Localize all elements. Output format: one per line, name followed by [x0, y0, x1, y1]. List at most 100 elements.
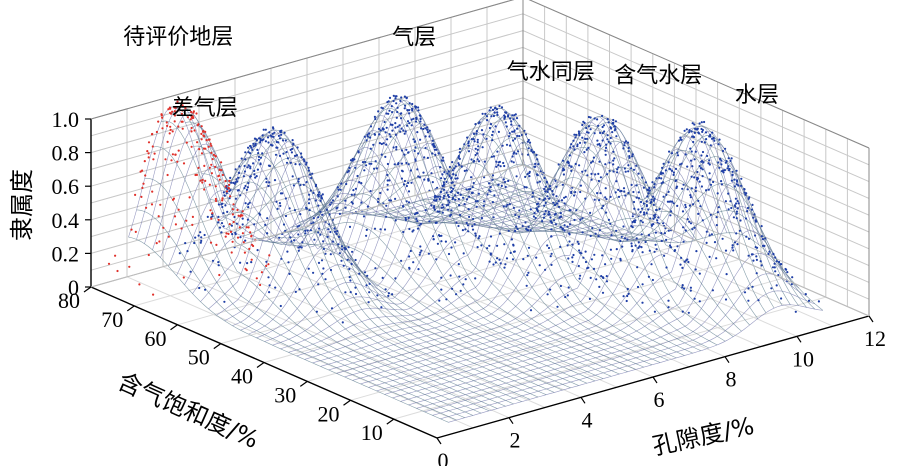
scatter-point: [538, 264, 541, 267]
grid-line: [90, 80, 524, 204]
scatter-point: [439, 190, 442, 193]
scatter-point: [365, 228, 368, 231]
surface-line: [193, 145, 514, 405]
scatter-point: [255, 175, 258, 178]
axes-box: [90, 0, 870, 439]
scatter-point: [438, 234, 441, 238]
scatter-point: [292, 143, 295, 146]
scatter-point: [590, 258, 594, 261]
scatter-point: [644, 240, 647, 244]
scatter-point: [548, 197, 551, 200]
scatter-point: [655, 248, 658, 251]
scatter-point: [407, 216, 410, 219]
scatter-point: [727, 165, 730, 168]
scatter-point: [385, 143, 388, 146]
scatter-point: [210, 151, 213, 154]
scatter-point: [419, 245, 422, 248]
scatter-point: [201, 178, 204, 181]
scatter-point: [724, 249, 728, 252]
scatter-point: [260, 271, 263, 274]
scatter-point: [443, 171, 446, 174]
scatter-point: [726, 167, 729, 170]
scatter-point: [232, 181, 235, 184]
scatter-point: [134, 230, 137, 233]
scatter-point: [303, 160, 306, 163]
scatter-point: [220, 169, 223, 172]
y-tick-label: 80: [58, 288, 80, 313]
scatter-point: [489, 252, 492, 255]
scatter-point: [561, 183, 564, 186]
scatter-point: [513, 137, 517, 140]
scatter-point: [669, 200, 672, 203]
scatter-point: [271, 132, 274, 135]
scatter-point: [712, 180, 715, 184]
scatter-point: [171, 110, 174, 113]
scatter-point: [637, 191, 640, 194]
scatter-point: [491, 108, 495, 111]
scatter-point: [221, 202, 224, 205]
scatter-point: [510, 123, 513, 126]
scatter-point: [292, 184, 295, 187]
scatter-point: [353, 193, 356, 196]
scatter-point: [689, 286, 693, 289]
scatter-point: [543, 204, 546, 207]
scatter-point: [217, 218, 220, 221]
scatter-point: [701, 175, 704, 178]
scatter-point: [451, 287, 454, 290]
scatter-point: [550, 263, 553, 266]
scatter-point: [384, 288, 387, 291]
scatter-point: [351, 157, 354, 161]
scatter-point: [317, 216, 320, 219]
scatter-point: [407, 151, 410, 154]
scatter-point: [606, 173, 609, 176]
scatter-point: [373, 133, 376, 136]
scatter-point: [448, 201, 451, 204]
scatter-point: [588, 297, 592, 300]
scatter-point: [505, 257, 509, 260]
scatter-point: [652, 223, 655, 226]
scatter-point: [229, 195, 232, 198]
scatter-point: [173, 110, 176, 113]
scatter-point: [214, 165, 217, 168]
scatter-point: [652, 214, 656, 217]
scatter-point: [698, 122, 701, 125]
scatter-point: [694, 268, 697, 271]
scatter-point: [406, 109, 409, 112]
scatter-point: [546, 190, 549, 193]
scatter-point: [373, 227, 377, 230]
scatter-point: [534, 165, 537, 168]
scatter-point: [665, 266, 668, 269]
scatter-point: [653, 186, 656, 189]
scatter-point: [388, 179, 391, 182]
scatter-point: [378, 142, 381, 145]
scatter-point: [436, 210, 439, 213]
scatter-point: [628, 156, 631, 159]
scatter-point: [467, 142, 470, 145]
surface-line: [234, 183, 555, 393]
scatter-point: [210, 217, 213, 220]
scatter-point: [552, 193, 555, 196]
scatter-point: [402, 205, 405, 208]
scatter-point: [268, 284, 271, 287]
scatter-point: [222, 212, 225, 215]
scatter-point: [366, 133, 369, 136]
scatter-point: [478, 235, 481, 238]
scatter-point: [417, 106, 420, 109]
scatter-point: [253, 173, 256, 176]
scatter-point: [438, 299, 441, 302]
scatter-point: [210, 172, 213, 175]
scatter-point: [624, 194, 627, 197]
scatter-point: [229, 189, 232, 192]
scatter-point: [433, 196, 436, 199]
scatter-point: [709, 144, 712, 147]
scatter-point: [454, 177, 457, 180]
scatter-point: [322, 267, 325, 270]
scatter-point: [653, 250, 656, 253]
scatter-point: [284, 214, 288, 218]
scatter-point: [475, 130, 478, 133]
scatter-point: [653, 310, 657, 313]
scatter-point: [377, 197, 380, 200]
scatter-point: [544, 268, 547, 271]
scatter-point: [735, 183, 738, 186]
peak-label: 气水同层: [507, 60, 595, 85]
